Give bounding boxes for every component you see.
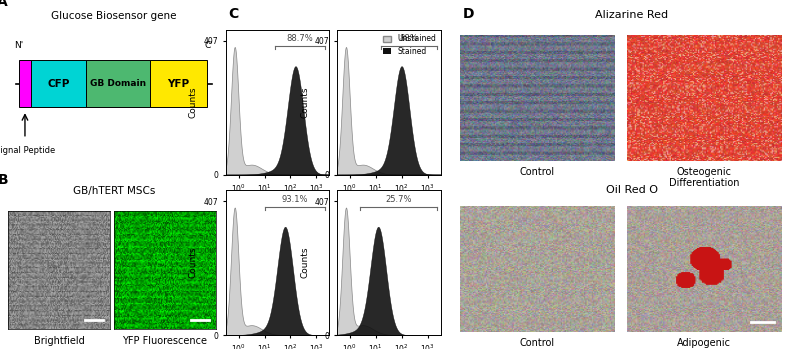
Text: B: B bbox=[0, 173, 8, 187]
Text: Osteogenic
Differentiation: Osteogenic Differentiation bbox=[669, 167, 739, 188]
Text: GB Domain: GB Domain bbox=[90, 79, 146, 88]
Text: 25.7%: 25.7% bbox=[386, 195, 412, 204]
Text: Alizarine Red: Alizarine Red bbox=[595, 10, 669, 21]
Legend: Unstained, Stained: Unstained, Stained bbox=[380, 31, 439, 59]
Text: Brightfield: Brightfield bbox=[34, 336, 84, 346]
Text: Adipogenic
Differentiation: Adipogenic Differentiation bbox=[669, 338, 739, 349]
Text: YFP: YFP bbox=[167, 79, 190, 89]
Bar bbox=[86, 60, 150, 107]
Y-axis label: Counts: Counts bbox=[189, 86, 198, 118]
Text: Control: Control bbox=[520, 338, 555, 348]
Y-axis label: Counts: Counts bbox=[189, 247, 198, 279]
Text: Oil Red O: Oil Red O bbox=[606, 185, 658, 195]
Text: N': N' bbox=[14, 41, 24, 50]
Text: C: C bbox=[229, 7, 239, 21]
Text: Signal Peptide: Signal Peptide bbox=[0, 146, 55, 155]
Text: 93.1%: 93.1% bbox=[282, 195, 308, 204]
Bar bbox=[31, 60, 86, 107]
Bar bbox=[18, 60, 31, 107]
Text: GB/hTERT MSCs: GB/hTERT MSCs bbox=[73, 186, 155, 196]
Text: C': C' bbox=[205, 41, 214, 50]
Text: 88%: 88% bbox=[399, 35, 418, 44]
Text: CFP: CFP bbox=[48, 79, 70, 89]
Text: D: D bbox=[463, 7, 474, 21]
Text: YFP Fluorescence: YFP Fluorescence bbox=[122, 336, 207, 346]
Bar bbox=[150, 60, 207, 107]
Text: Glucose Biosensor gene: Glucose Biosensor gene bbox=[51, 10, 177, 21]
Text: 88.7%: 88.7% bbox=[286, 35, 314, 44]
Text: Control: Control bbox=[520, 167, 555, 177]
X-axis label: CD73 PE: CD73 PE bbox=[370, 200, 408, 209]
Text: A: A bbox=[0, 0, 8, 9]
X-axis label: CD29 PE: CD29 PE bbox=[258, 200, 297, 209]
Y-axis label: Counts: Counts bbox=[300, 86, 309, 118]
Y-axis label: Counts: Counts bbox=[300, 247, 309, 279]
